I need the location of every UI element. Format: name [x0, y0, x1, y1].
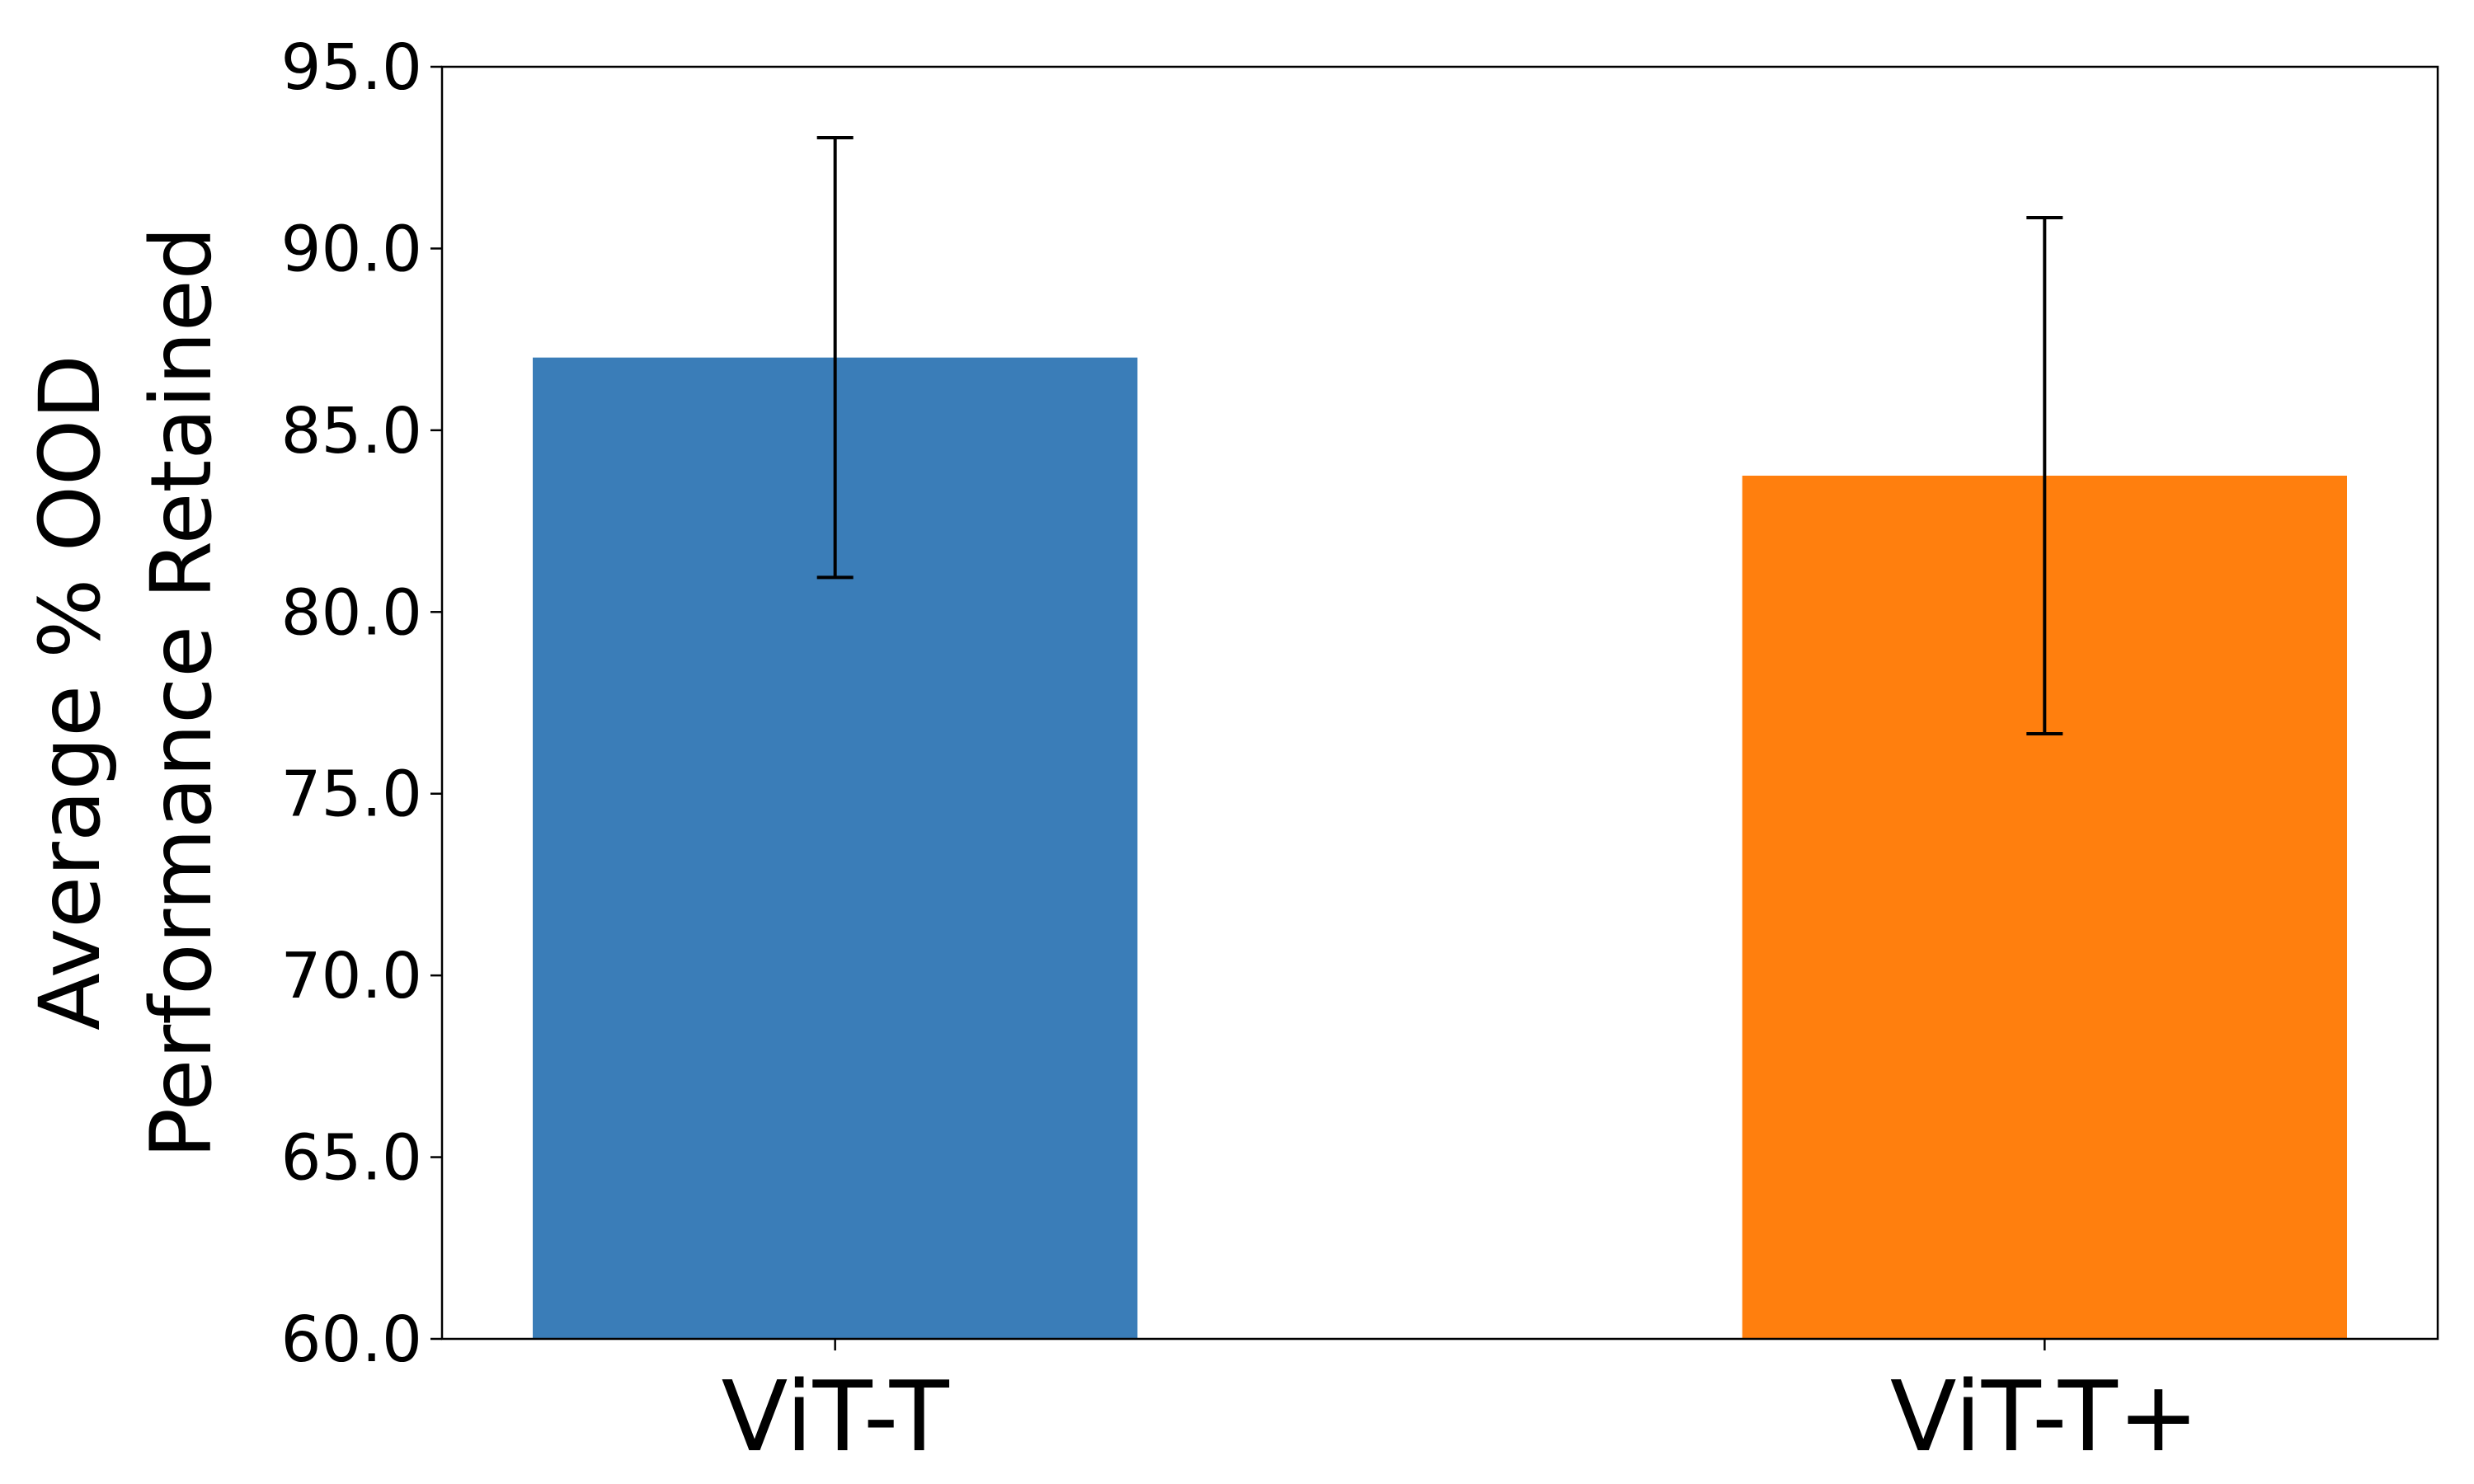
- y-tick-label: 85.0: [281, 395, 422, 468]
- y-axis-label-line: Performance Retained: [133, 227, 231, 1159]
- y-axis-label-line: Average % OOD: [21, 355, 120, 1031]
- y-tick-label: 90.0: [281, 213, 422, 286]
- y-tick-label: 75.0: [281, 758, 422, 832]
- x-tick-label: ViT-T: [722, 1360, 950, 1473]
- plot-frame: [440, 65, 2439, 1341]
- y-axis-label: Average % OOD Performance Retained: [21, 227, 231, 1159]
- x-tick-label: ViT-T+: [1890, 1360, 2199, 1473]
- y-tick-label: 65.0: [281, 1122, 422, 1195]
- y-tick-label: 60.0: [281, 1303, 422, 1377]
- y-tick-label: 70.0: [281, 940, 422, 1013]
- y-tick-label: 95.0: [281, 31, 422, 105]
- y-tick-label: 80.0: [281, 576, 422, 650]
